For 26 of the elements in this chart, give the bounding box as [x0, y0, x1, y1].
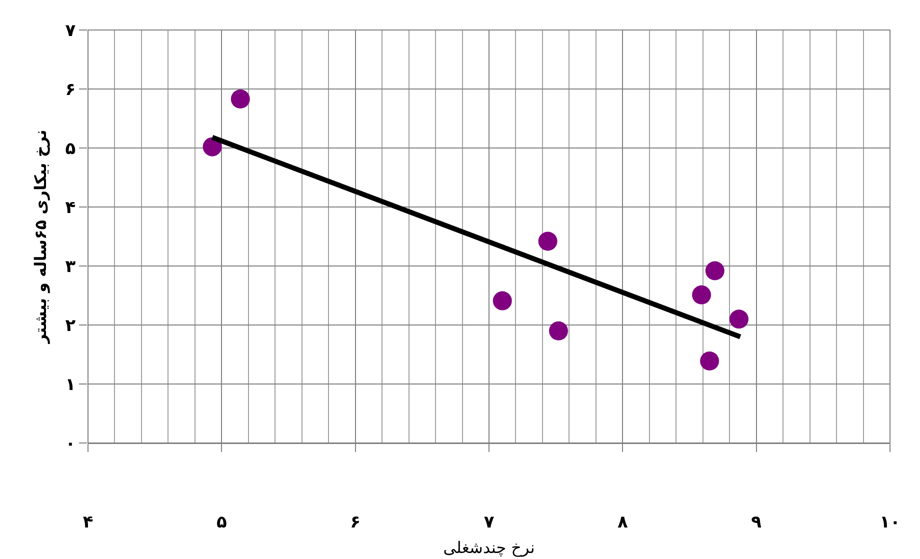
y-axis-title: نرخ بیکاری ۶۵ساله و بیشتر [31, 130, 50, 344]
point [700, 351, 720, 370]
y-tick-label: ۰ [65, 434, 76, 454]
y-tick-label: ۴ [65, 198, 76, 218]
point [202, 137, 222, 156]
y-tick-label: ۱ [65, 374, 76, 395]
y-tick-label: ۵ [65, 138, 76, 159]
point [492, 291, 512, 310]
x-tick-label: ۸ [617, 512, 628, 532]
point [729, 310, 748, 329]
x-tick-label: ۷ [484, 512, 495, 532]
x-tick-label: ۴ [82, 512, 94, 532]
point [230, 90, 250, 109]
point [549, 321, 568, 340]
point [705, 261, 724, 280]
x-tick-label: ۱۰ [880, 512, 900, 532]
y-tick-label: ۷ [65, 20, 76, 41]
point [692, 285, 712, 304]
x-axis-title: نرخ چندشغلی [443, 538, 535, 558]
x-tick-label: ۶ [350, 512, 361, 532]
y-tick-label: ۶ [65, 80, 76, 100]
x-tick-label: ۹ [751, 512, 762, 532]
x-tick-label: ۵ [216, 512, 227, 532]
y-tick-label: ۲ [65, 316, 76, 336]
y-tick-label: ۳ [65, 256, 76, 277]
point [538, 232, 558, 251]
